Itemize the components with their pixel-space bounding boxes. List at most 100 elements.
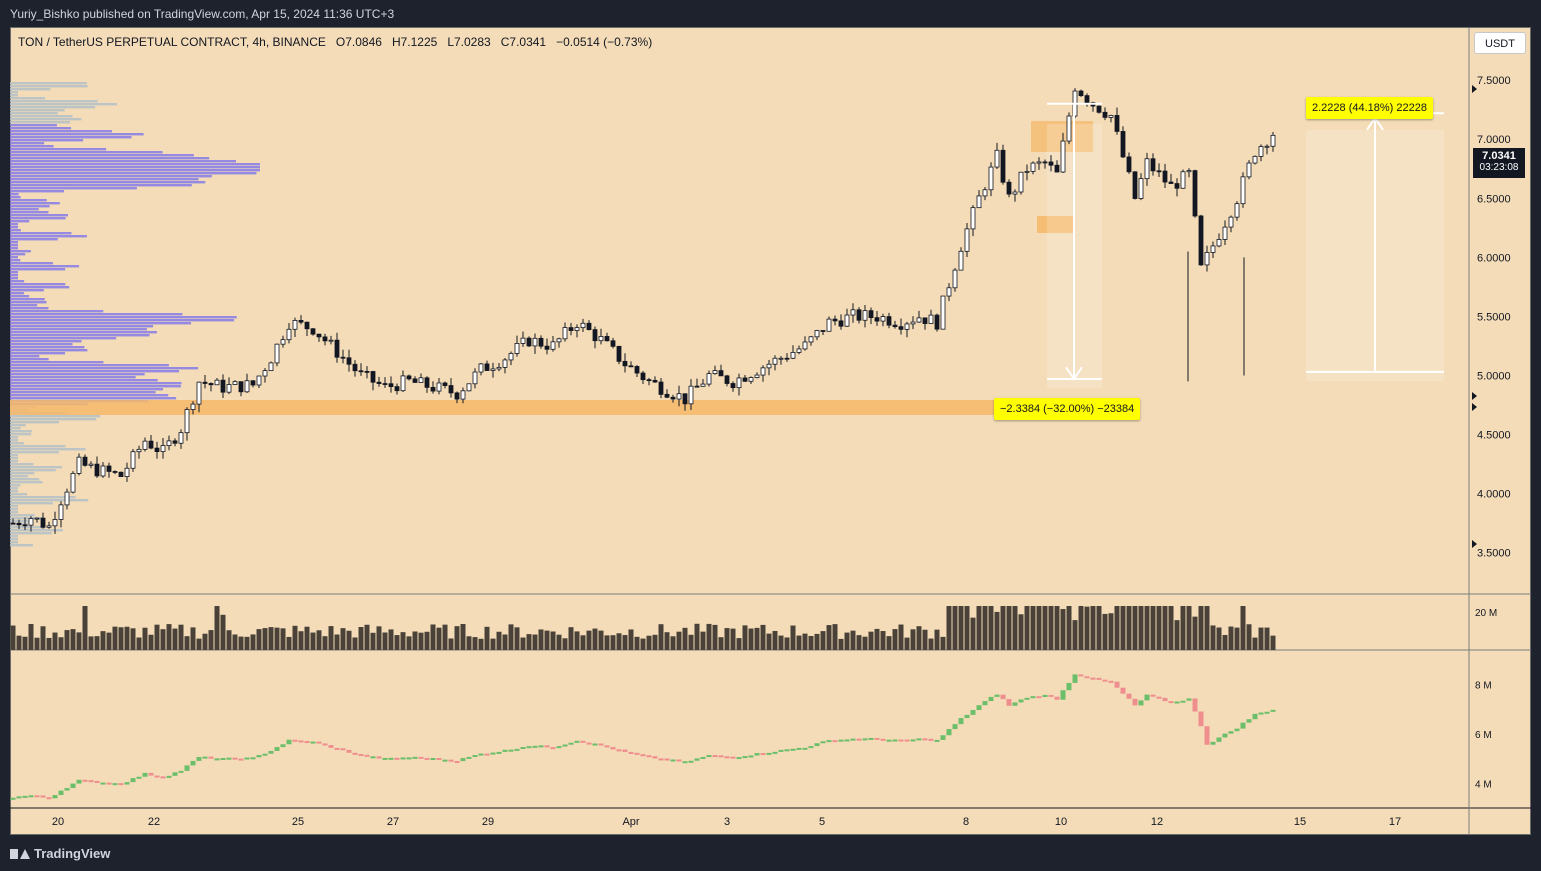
volume-profile-row — [10, 424, 26, 427]
obv-bar — [82, 779, 88, 782]
volume-bar — [700, 631, 706, 650]
obv-bar — [820, 741, 826, 744]
volume-bar — [1048, 606, 1054, 650]
obv-tick-label: 8 M — [1475, 681, 1492, 692]
volume-bar — [706, 623, 712, 650]
volume-bar — [574, 631, 580, 650]
volume-bar — [112, 626, 118, 650]
obv-bar — [178, 770, 184, 773]
obv-bar — [892, 739, 898, 742]
volume-profile-row — [10, 85, 88, 88]
volume-bar — [160, 629, 166, 650]
obv-bar — [352, 752, 358, 755]
volume-bar — [442, 624, 448, 650]
volume-bar — [880, 631, 886, 650]
currency-button[interactable]: USDT — [1474, 32, 1526, 54]
volume-profile-row — [10, 184, 192, 187]
candle-body — [760, 367, 766, 376]
time-tick-label: 17 — [1389, 816, 1401, 828]
volume-profile-row — [10, 415, 101, 418]
candle-body — [346, 357, 352, 365]
candle-body — [1084, 95, 1090, 103]
volume-profile-row — [10, 280, 25, 283]
obv-bar — [1036, 696, 1042, 699]
volume-profile-row — [10, 391, 156, 394]
candle-body — [76, 456, 82, 474]
candle-body — [868, 310, 874, 319]
volume-profile-row — [10, 289, 44, 292]
volume-bar — [358, 627, 364, 650]
obv-bar — [412, 756, 418, 759]
candle-body — [1012, 191, 1018, 195]
volume-bar — [730, 628, 736, 650]
volume-bar — [580, 635, 586, 650]
price-tick-label: 6.5000 — [1477, 193, 1511, 205]
volume-bar — [166, 624, 172, 650]
candle-body — [610, 340, 616, 347]
volume-bar — [820, 631, 826, 650]
obv-bar — [946, 729, 952, 736]
measure-label-down[interactable]: −2.3384 (−32.00%) −23384 — [994, 398, 1141, 420]
candle-body — [280, 339, 286, 345]
volume-bar — [520, 637, 526, 650]
arrow-head — [1065, 366, 1083, 381]
legend-change: −0.0514 (−0.73%) — [556, 35, 653, 49]
candle-body — [832, 318, 838, 322]
volume-profile-row — [10, 307, 49, 310]
obv-bar — [232, 757, 238, 760]
obv-bar — [754, 753, 760, 756]
candle-body — [970, 207, 976, 230]
volume-bar — [250, 634, 256, 650]
volume-profile-row — [10, 526, 45, 529]
candle-body — [436, 382, 442, 392]
volume-bar — [472, 637, 478, 650]
candle-body — [1048, 161, 1054, 166]
candle-body — [178, 432, 184, 444]
volume-bar — [1204, 606, 1210, 650]
candle-body — [46, 525, 52, 528]
volume-bar — [1114, 606, 1120, 650]
obv-bar — [340, 748, 346, 751]
obv-bar — [118, 783, 124, 786]
obv-bar — [184, 765, 190, 771]
candle-body — [730, 383, 736, 389]
volume-profile-row — [10, 493, 28, 496]
obv-bar — [1222, 733, 1228, 738]
candle-body — [112, 471, 118, 473]
volume-bar — [124, 626, 130, 650]
obv-bar — [448, 759, 454, 762]
candle-body — [274, 343, 280, 364]
volume-profile-row — [10, 271, 18, 274]
obv-bar — [286, 739, 292, 745]
tradingview-logo[interactable]: TradingView — [10, 846, 110, 861]
volume-bar — [232, 634, 238, 650]
volume-bar — [970, 617, 976, 650]
candle-body — [184, 409, 190, 434]
last-price-tag: 7.0341 03:23:08 — [1473, 148, 1525, 178]
obv-bar — [598, 743, 604, 746]
candle-body — [100, 465, 106, 477]
candle-body — [808, 336, 814, 343]
candle-body — [196, 381, 202, 405]
price-chart[interactable]: 7.5000 7.0000 6.5000 6.0000 5.5000 5.0000 4.50… — [10, 27, 1531, 835]
candle-body — [604, 336, 610, 342]
volume-bar — [310, 632, 316, 650]
candle-body — [1132, 171, 1138, 199]
candle-body — [400, 375, 406, 392]
candle-body — [886, 316, 892, 326]
candle-body — [652, 379, 658, 383]
obv-bar — [664, 758, 670, 761]
volume-bar — [304, 626, 310, 650]
obv-bar — [940, 735, 946, 740]
measure-label-up[interactable]: 2.2228 (44.18%) 22228 — [1306, 97, 1433, 119]
obv-bar — [1120, 687, 1126, 694]
candle-body — [928, 314, 934, 324]
candle-body — [1234, 203, 1240, 218]
candle-body — [10, 522, 16, 525]
candle-body — [328, 339, 334, 342]
obv-bar — [454, 760, 460, 763]
volume-profile-row — [10, 142, 45, 145]
volume-bar — [322, 636, 328, 650]
candle-body — [226, 384, 232, 393]
candle-body — [838, 320, 844, 327]
